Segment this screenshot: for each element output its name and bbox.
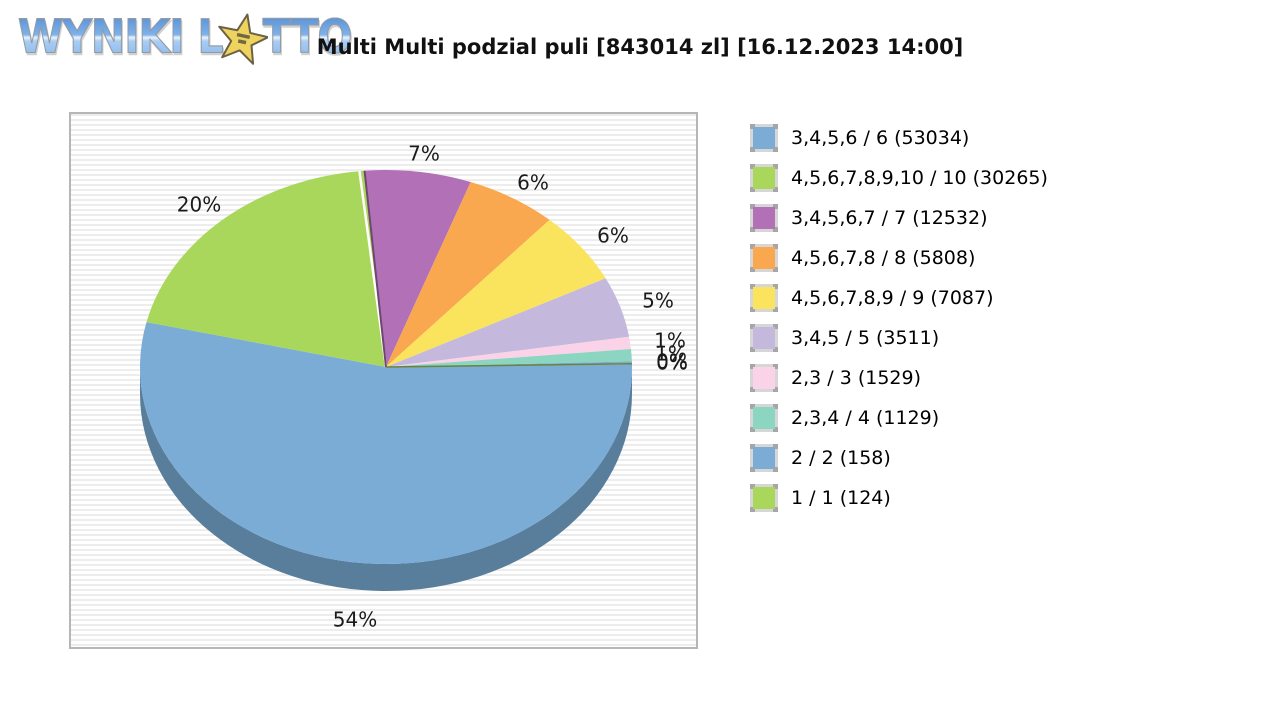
- legend-swatch: [750, 244, 778, 272]
- pie-percent-label: 20%: [176, 192, 222, 217]
- legend-swatch: [750, 444, 778, 472]
- legend-label: 4,5,6,7,8,9,10 / 10 (30265): [791, 167, 1048, 189]
- pie-slice-edge: [363, 170, 387, 368]
- legend-swatch: [750, 484, 778, 512]
- pie-percent-label: 6%: [517, 170, 549, 195]
- legend-label: 2,3,4 / 4 (1129): [791, 407, 940, 429]
- legend-item: 4,5,6,7,8,9 / 9 (7087): [750, 284, 1048, 312]
- legend-swatch-color: [753, 287, 775, 309]
- legend-swatch: [750, 404, 778, 432]
- legend-label: 3,4,5 / 5 (3511): [791, 327, 940, 349]
- pie-percent-label: 54%: [332, 607, 378, 632]
- legend-item: 1 / 1 (124): [750, 484, 1048, 512]
- legend-swatch-color: [753, 247, 775, 269]
- legend-swatch: [750, 164, 778, 192]
- chart-panel: 7% 6% 6% 5% 1% 1% 0% 0% 54% 20%: [69, 112, 698, 649]
- legend-swatch-color: [753, 127, 775, 149]
- legend-swatch-color: [753, 167, 775, 189]
- logo-wyniki-lotto: WYNIKI L TTO: [18, 8, 353, 66]
- pie-slice: [364, 169, 471, 367]
- legend-label: 3,4,5,6,7 / 7 (12532): [791, 207, 988, 229]
- legend-swatch-color: [753, 367, 775, 389]
- pie-slice: [386, 349, 632, 367]
- legend-swatch: [750, 324, 778, 352]
- pie-chart-svg: [140, 169, 633, 591]
- legend: 3,4,5,6 / 6 (53034) 4,5,6,7,8,9,10 / 10 (…: [750, 124, 1048, 524]
- legend-label: 3,4,5,6 / 6 (53034): [791, 127, 970, 149]
- legend-swatch-color: [753, 447, 775, 469]
- pie-sliver-slice: [385, 363, 632, 368]
- legend-item: 3,4,5,6 / 6 (53034): [750, 124, 1048, 152]
- legend-swatch-color: [753, 327, 775, 349]
- pie-percent-label: 5%: [642, 288, 674, 313]
- legend-swatch: [750, 124, 778, 152]
- pie-percent-label: 0%: [656, 349, 688, 374]
- logo-word-wyniki: WYNIKI: [18, 9, 186, 64]
- lotto-star-icon: [216, 12, 269, 72]
- legend-item: 3,4,5 / 5 (3511): [750, 324, 1048, 352]
- logo-word-lotto-suffix: TTO: [262, 9, 353, 64]
- legend-swatch-color: [753, 407, 775, 429]
- legend-item: 2 / 2 (158): [750, 444, 1048, 472]
- legend-label: 4,5,6,7,8,9 / 9 (7087): [791, 287, 994, 309]
- pie-percent-label: 0%: [656, 350, 688, 375]
- pie-percent-label: 6%: [597, 223, 629, 248]
- legend-swatch: [750, 364, 778, 392]
- pie-slice: [140, 322, 633, 564]
- pie-slice: [386, 278, 630, 367]
- legend-swatch-color: [753, 207, 775, 229]
- page-title: Multi Multi podzial puli [843014 zl] [16…: [316, 35, 964, 59]
- legend-swatch: [750, 204, 778, 232]
- legend-label: 2,3 / 3 (1529): [791, 367, 922, 389]
- pie-slice: [386, 182, 550, 367]
- legend-item: 4,5,6,7,8 / 8 (5808): [750, 244, 1048, 272]
- legend-label: 2 / 2 (158): [791, 447, 891, 469]
- pie-percent-label: 1%: [655, 341, 687, 366]
- legend-label: 1 / 1 (124): [791, 487, 891, 509]
- legend-item: 3,4,5,6,7 / 7 (12532): [750, 204, 1048, 232]
- pie-slice: [146, 170, 386, 367]
- legend-item: 2,3 / 3 (1529): [750, 364, 1048, 392]
- legend-swatch-color: [753, 487, 775, 509]
- legend-item: 4,5,6,7,8,9,10 / 10 (30265): [750, 164, 1048, 192]
- legend-item: 2,3,4 / 4 (1129): [750, 404, 1048, 432]
- logo-word-lotto-prefix: L: [197, 9, 224, 64]
- legend-swatch: [750, 284, 778, 312]
- pie-slice: [386, 336, 631, 367]
- pie-percent-label: 7%: [408, 141, 440, 166]
- pie-percent-label: 1%: [654, 328, 686, 353]
- legend-label: 4,5,6,7,8 / 8 (5808): [791, 247, 976, 269]
- pie-slice: [386, 219, 606, 367]
